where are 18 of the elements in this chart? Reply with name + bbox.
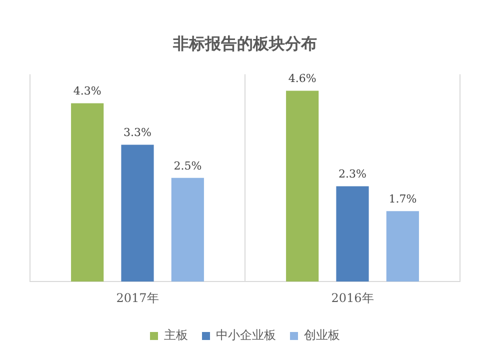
data-label: 2.3% — [338, 168, 366, 181]
bar — [386, 211, 419, 282]
data-label: 2.5% — [174, 159, 202, 172]
data-label: 4.3% — [73, 84, 102, 98]
bar — [121, 144, 154, 282]
legend-label: 创业板 — [304, 328, 340, 342]
data-label: 4.6% — [288, 72, 316, 86]
chart-title: 非标报告的板块分布 — [172, 34, 317, 53]
bar — [171, 178, 204, 282]
x-tick-label: 2017年 — [116, 290, 159, 305]
bar — [71, 103, 104, 282]
legend-label: 主板 — [164, 328, 188, 342]
legend-label: 中小企业板 — [216, 328, 276, 342]
data-label: 1.7% — [388, 192, 417, 206]
bar — [286, 90, 319, 282]
bar — [336, 186, 369, 282]
data-label: 3.3% — [124, 126, 152, 140]
x-tick-label: 2016年 — [331, 290, 374, 305]
